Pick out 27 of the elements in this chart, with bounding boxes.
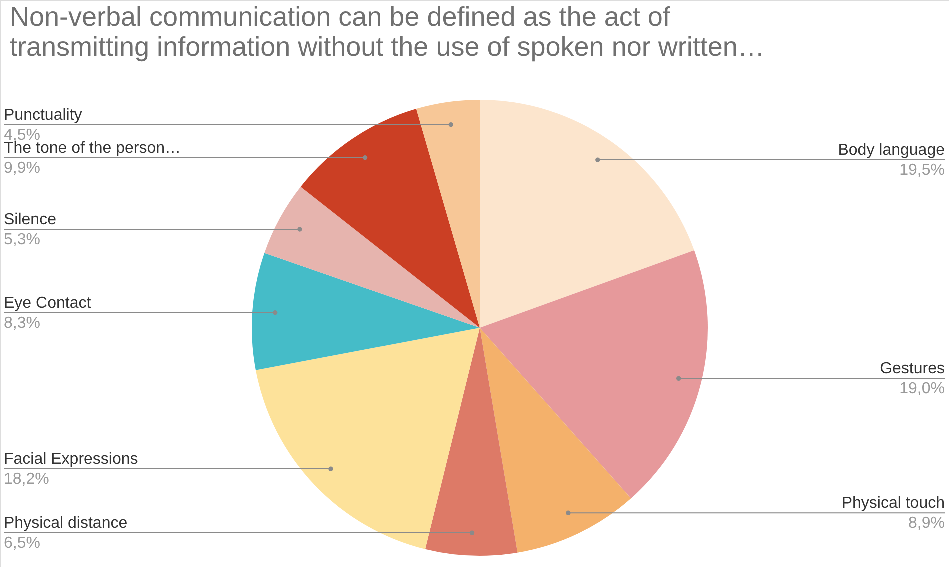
data-label: 8,3%	[4, 314, 40, 332]
data-label: 8,9%	[908, 515, 945, 532]
pie-slice	[416, 100, 480, 328]
data-label: 6,5%	[4, 535, 40, 552]
pie-slice	[480, 100, 694, 328]
pie-slice	[256, 328, 480, 550]
pie-slice	[480, 328, 632, 553]
slice-label: Gestures	[880, 360, 945, 378]
slice-label: Body language	[838, 142, 946, 160]
pie-slice	[300, 109, 480, 328]
data-label: 18,2%	[4, 471, 50, 488]
slice-label: Punctuality	[4, 106, 82, 124]
slice-label: The tone of the person…	[4, 140, 181, 157]
slice-label: Eye Contact	[4, 294, 92, 312]
data-label: 5,3%	[4, 232, 40, 249]
data-label: 19,5%	[900, 162, 945, 180]
data-label: 19,0%	[900, 380, 945, 398]
pie-slice	[425, 328, 518, 556]
slice-label: Silence	[4, 212, 57, 229]
pie-slice	[480, 250, 708, 499]
pie-slice	[252, 253, 480, 370]
pie-slice	[264, 186, 480, 328]
slice-label: Physical touch	[842, 495, 945, 512]
data-label: 9,9%	[4, 160, 40, 177]
slice-label: Physical distance	[4, 515, 128, 532]
chart-title: Non-verbal communication can be defined as the act of transmitting information without the use of spoken nor written…	[10, 2, 765, 62]
slice-label: Facial Expressions	[4, 451, 138, 468]
